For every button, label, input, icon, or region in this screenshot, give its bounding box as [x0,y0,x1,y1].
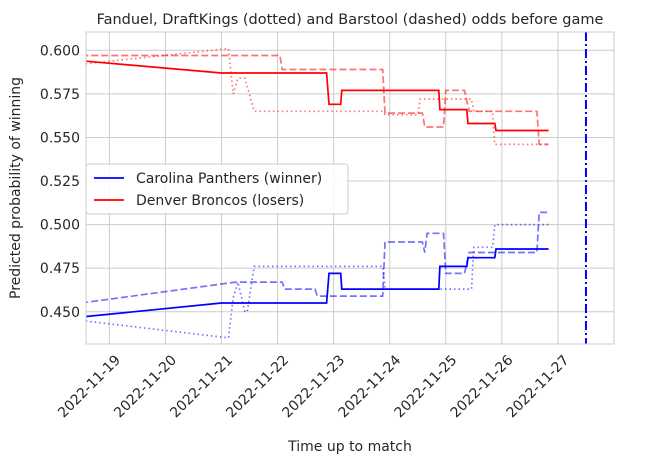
series-line-1 [86,60,549,132]
series-line-5 [86,54,549,146]
legend-box [85,163,349,215]
series-line-2 [86,223,549,339]
y-tick-label: 0.475 [40,261,80,277]
y-tick-label: 0.450 [40,305,80,321]
x-axis-label: Time up to match [287,439,412,455]
y-tick-label: 0.500 [40,218,80,234]
legend-label-panthers: Carolina Panthers (winner) [136,171,322,187]
y-tick-label: 0.575 [40,87,80,103]
y-tick-label: 0.525 [40,174,80,190]
series-line-0 [86,248,549,318]
y-tick-label: 0.600 [40,43,80,59]
series-line-4 [86,211,549,304]
legend-label-broncos: Denver Broncos (losers) [136,193,304,209]
y-axis-label: Predicted probability of winning [8,77,24,299]
series-layer [86,47,549,339]
chart-title: Fanduel, DraftKings (dotted) and Barstoo… [97,12,604,28]
y-tick-labels: 0.450 0.475 0.500 0.525 0.550 0.575 0.600 [40,43,80,320]
x-tick-labels: 2022-11-192022-11-202022-11-212022-11-22… [55,352,572,421]
legend: Carolina Panthers (winner) Denver Bronco… [85,163,349,215]
y-tick-label: 0.550 [40,130,80,146]
